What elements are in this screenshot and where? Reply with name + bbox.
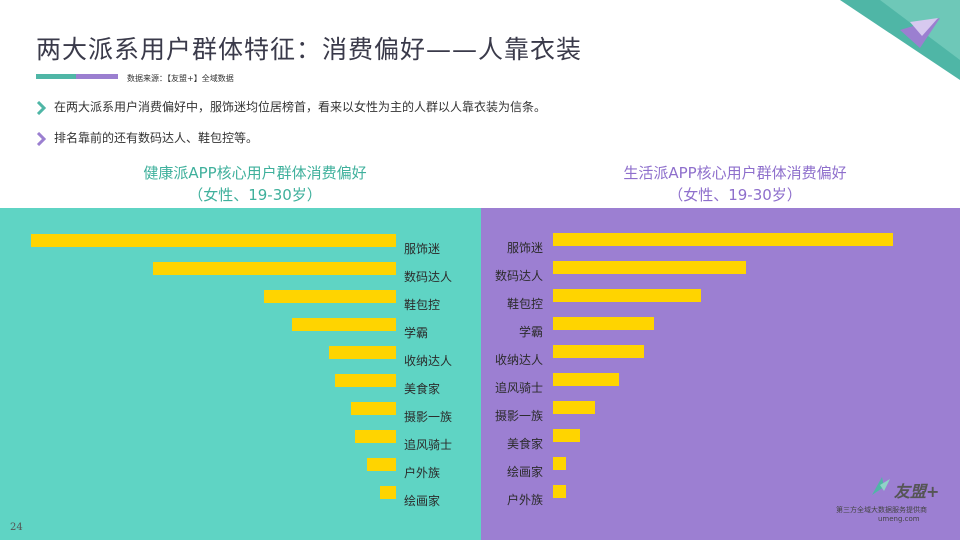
right-chart-panel: 服饰迷数码达人鞋包控学霸收纳达人追风骑士摄影一族美食家绘画家户外族 bbox=[481, 208, 960, 540]
left-category-label: 收纳达人 bbox=[404, 354, 453, 368]
left-category-label: 数码达人 bbox=[404, 270, 453, 284]
left-category-label: 户外族 bbox=[404, 466, 441, 480]
right-bar bbox=[553, 261, 746, 274]
title-underline-teal bbox=[36, 74, 76, 79]
left-bar bbox=[355, 430, 396, 443]
bullet-2: 排名靠前的还有数码达人、鞋包控等。 bbox=[36, 129, 258, 146]
left-category-label: 追风骑士 bbox=[404, 438, 453, 452]
right-bar bbox=[553, 289, 701, 302]
right-bar bbox=[553, 429, 580, 442]
bullet-text: 排名靠前的还有数码达人、鞋包控等。 bbox=[54, 131, 259, 145]
left-category-label: 学霸 bbox=[404, 326, 429, 340]
page-title: 两大派系用户群体特征：消费偏好——人靠衣装 bbox=[36, 35, 583, 64]
left-bar bbox=[380, 486, 396, 499]
right-chart-title-block: 生活派APP核心用户群体消费偏好 （女性、19-30岁） bbox=[585, 162, 885, 206]
right-category-label: 户外族 bbox=[506, 493, 543, 507]
right-category-label: 服饰迷 bbox=[506, 241, 543, 255]
left-bar bbox=[329, 346, 396, 359]
left-category-label: 美食家 bbox=[404, 382, 441, 396]
bullet-text: 在两大派系用户消费偏好中，服饰迷均位居榜首，看来以女性为主的人群以人靠衣装为信条… bbox=[54, 100, 547, 114]
right-category-label: 学霸 bbox=[518, 325, 543, 339]
right-bar bbox=[553, 317, 654, 330]
right-chart-subtitle: （女性、19-30岁） bbox=[668, 186, 802, 204]
right-category-label: 追风骑士 bbox=[494, 381, 543, 395]
left-chart-panel: 服饰迷数码达人鞋包控学霸收纳达人美食家摄影一族追风骑士户外族绘画家 bbox=[0, 208, 481, 540]
right-bar bbox=[553, 233, 893, 246]
right-bar bbox=[553, 401, 595, 414]
right-category-label: 收纳达人 bbox=[494, 353, 543, 367]
right-bar bbox=[553, 373, 619, 386]
corner-decoration bbox=[840, 0, 960, 80]
left-chart-title-block: 健康派APP核心用户群体消费偏好 （女性、19-30岁） bbox=[105, 162, 405, 206]
right-category-label: 美食家 bbox=[506, 437, 543, 451]
left-chart-subtitle: （女性、19-30岁） bbox=[188, 186, 322, 204]
left-bar bbox=[335, 374, 396, 387]
right-category-label: 数码达人 bbox=[494, 269, 543, 283]
left-chart-title: 健康派APP核心用户群体消费偏好 bbox=[143, 164, 367, 182]
page-number: 24 bbox=[10, 522, 23, 533]
data-source: 数据来源：【友盟+】全域数据 bbox=[127, 74, 234, 83]
left-bar bbox=[264, 290, 396, 303]
left-category-label: 摄影一族 bbox=[404, 410, 453, 424]
chevron-right-icon bbox=[36, 100, 46, 115]
left-bar bbox=[31, 234, 396, 247]
right-category-label: 摄影一族 bbox=[494, 409, 543, 423]
logo-url: umeng.com bbox=[878, 515, 920, 523]
left-category-label: 服饰迷 bbox=[404, 242, 441, 256]
left-bar bbox=[351, 402, 396, 415]
right-bar bbox=[553, 485, 566, 498]
right-category-label: 鞋包控 bbox=[506, 297, 543, 311]
logo-tagline: 第三方全域大数据服务提供商 bbox=[836, 506, 927, 514]
right-bar bbox=[553, 457, 566, 470]
left-bar bbox=[153, 262, 396, 275]
left-bar bbox=[292, 318, 396, 331]
left-category-label: 绘画家 bbox=[404, 494, 441, 508]
right-category-label: 绘画家 bbox=[506, 465, 543, 479]
title-underline-purple bbox=[76, 74, 118, 79]
logo-text: 友盟+ bbox=[894, 482, 940, 501]
left-bar bbox=[367, 458, 396, 471]
right-bar bbox=[553, 345, 644, 358]
chevron-right-icon bbox=[36, 131, 46, 146]
bullet-1: 在两大派系用户消费偏好中，服饰迷均位居榜首，看来以女性为主的人群以人靠衣装为信条… bbox=[36, 98, 546, 115]
right-chart-title: 生活派APP核心用户群体消费偏好 bbox=[623, 164, 847, 182]
umeng-logo-icon bbox=[872, 477, 890, 495]
left-category-label: 鞋包控 bbox=[404, 298, 441, 312]
